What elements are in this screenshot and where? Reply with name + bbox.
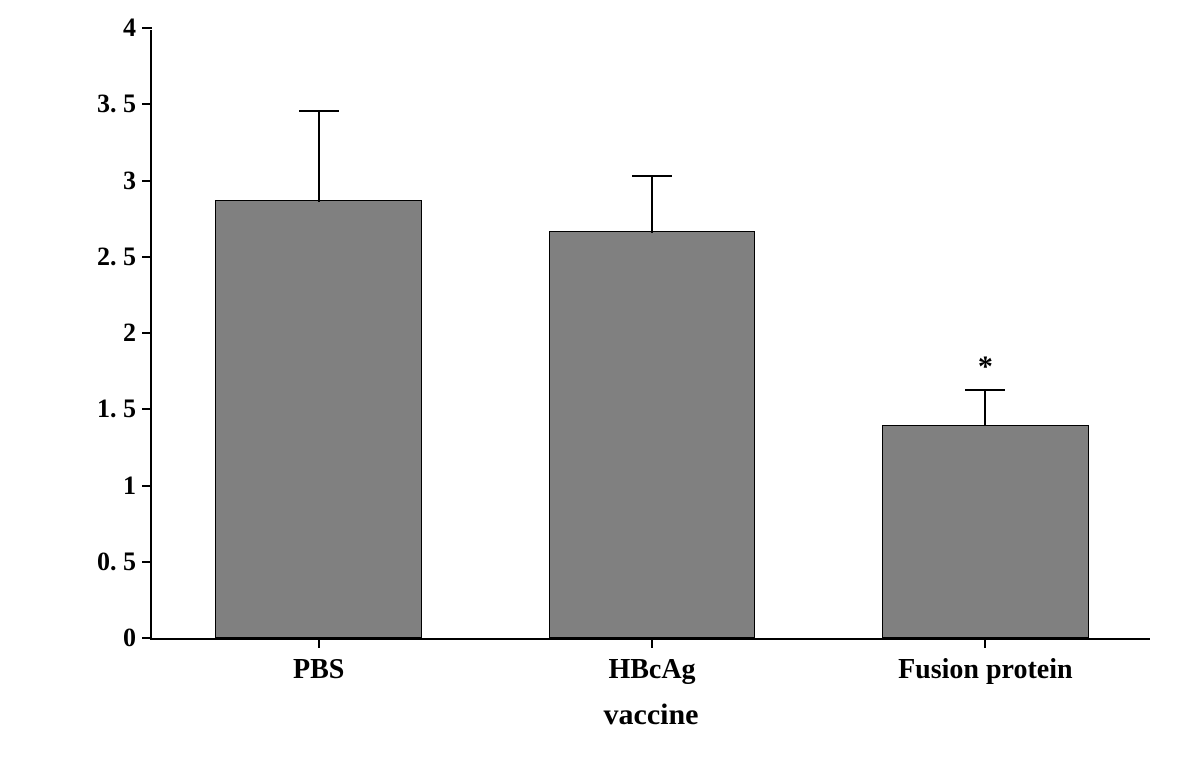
error-bar-cap	[299, 110, 339, 112]
error-bar-cap	[632, 175, 672, 177]
bar	[215, 200, 422, 638]
y-tick-label: 0	[123, 623, 152, 653]
bar	[882, 425, 1089, 639]
x-tick-mark	[651, 638, 653, 648]
y-tick-label: 1. 5	[97, 394, 152, 424]
y-tick-label: 3	[123, 166, 152, 196]
x-tick-label: Fusion protein	[898, 654, 1073, 686]
error-bar-stem	[651, 176, 653, 232]
y-tick-label: 2. 5	[97, 242, 152, 272]
x-tick-label: PBS	[293, 654, 344, 686]
y-tick-label: 3. 5	[97, 89, 152, 119]
significance-star: *	[978, 350, 993, 384]
y-tick-label: 4	[123, 13, 152, 43]
plot-area: Tumor weight(g) vaccine 00. 511. 522. 53…	[150, 30, 1150, 640]
y-tick-label: 0. 5	[97, 547, 152, 577]
error-bar-stem	[318, 111, 320, 203]
bar-chart: Tumor weight(g) vaccine 00. 511. 522. 53…	[0, 0, 1200, 758]
x-tick-mark	[318, 638, 320, 648]
x-tick-label: HBcAg	[608, 654, 695, 686]
error-bar-cap	[965, 389, 1005, 391]
y-tick-label: 1	[123, 471, 152, 501]
error-bar-stem	[984, 390, 986, 427]
y-tick-label: 2	[123, 318, 152, 348]
x-tick-mark	[984, 638, 986, 648]
bar	[549, 231, 756, 638]
x-axis-label: vaccine	[604, 698, 699, 732]
